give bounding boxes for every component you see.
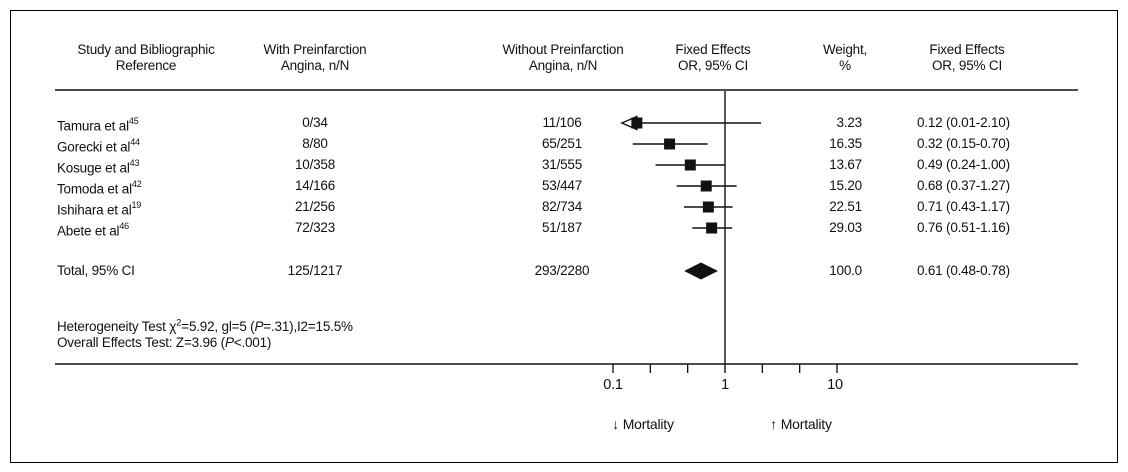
- axis-tick-label-0.1: 0.1: [603, 377, 623, 393]
- column-header-study-line1: Study and Bibliographic: [77, 42, 215, 57]
- footnote-text: Heterogeneity Test: [57, 319, 170, 334]
- column-header-weight-line1: Weight,: [822, 42, 868, 57]
- weight-value: 100.0: [829, 263, 862, 278]
- reference-superscript: 42: [131, 179, 142, 189]
- with-angina-value: 72/323: [294, 220, 336, 235]
- column-header-without-angina: Without Preinfarction Angina, n/N: [453, 42, 673, 74]
- footnote-text: =5.92, gl=5 (: [181, 319, 255, 334]
- or-ci-value: 0.68 (0.37-1.27): [917, 178, 1010, 193]
- without-angina-value: 51/187: [541, 220, 583, 235]
- column-header-study-line2: Reference: [115, 58, 177, 73]
- footnote-text: 2: [176, 317, 182, 329]
- weight-value: 29.03: [829, 220, 862, 235]
- or-ci-value: 0.61 (0.48-0.78): [917, 263, 1010, 278]
- without-angina-value: 31/555: [541, 157, 583, 172]
- column-header-study: Study and Bibliographic Reference: [36, 42, 256, 74]
- column-header-without-angina-line1: Without Preinfarction: [502, 42, 624, 57]
- heterogeneity-test-note: Heterogeneity Test χ2=5.92, gl=5 (P=.31)…: [57, 317, 353, 335]
- reference-superscript: 43: [129, 158, 140, 168]
- footnote-text: χ: [169, 319, 177, 334]
- reference-superscript: 46: [119, 221, 129, 231]
- overall-effects-test-note: Overall Effects Test: Z=3.96 (P<.001): [57, 335, 271, 351]
- study-label: Ishihara et al19: [57, 200, 142, 218]
- without-angina-value: 293/2280: [534, 263, 590, 278]
- figure-frame: [10, 10, 1118, 463]
- study-label: Tamura et al45: [57, 116, 139, 134]
- without-angina-value: 82/734: [541, 199, 583, 214]
- column-header-fixed-effects-text-line2: OR, 95% CI: [931, 58, 1003, 73]
- with-angina-value: 14/166: [294, 178, 336, 193]
- weight-value: 3.23: [836, 115, 863, 130]
- higher-mortality-label: ↑ Mortality: [770, 416, 832, 432]
- with-angina-value: 0/34: [302, 115, 328, 130]
- axis-tick-label-10: 10: [827, 377, 843, 393]
- column-header-with-angina: With Preinfarction Angina, n/N: [205, 42, 425, 74]
- or-ci-value: 0.12 (0.01-2.10): [917, 115, 1010, 130]
- without-angina-value: 11/106: [542, 115, 582, 130]
- with-angina-value: 125/1217: [287, 263, 343, 278]
- footnote-text: <.001): [233, 335, 272, 350]
- column-header-weight: Weight, %: [735, 42, 955, 74]
- or-ci-value: 0.32 (0.15-0.70): [917, 136, 1010, 151]
- or-ci-value: 0.71 (0.43-1.17): [917, 199, 1010, 214]
- footnote-text: Overall Effects Test: Z=3.96 (: [57, 335, 225, 350]
- with-angina-value: 8/80: [302, 136, 328, 151]
- weight-value: 22.51: [829, 199, 862, 214]
- study-label: Kosuge et al43: [57, 158, 140, 176]
- column-header-fixed-effects-text-line1: Fixed Effects: [929, 42, 1005, 57]
- column-header-fixed-effects-text: Fixed Effects OR, 95% CI: [857, 42, 1077, 74]
- with-angina-value: 10/358: [294, 157, 336, 172]
- without-angina-value: 65/251: [541, 136, 583, 151]
- footnote-text: P: [224, 335, 234, 350]
- column-header-fixed-effects-plot-line1: Fixed Effects: [675, 42, 751, 57]
- lower-mortality-label: ↓ Mortality: [612, 416, 674, 432]
- without-angina-value: 53/447: [541, 178, 583, 193]
- column-header-fixed-effects-plot-line2: OR, 95% CI: [677, 58, 749, 73]
- weight-value: 15.20: [829, 178, 862, 193]
- axis-tick-label-1: 1: [721, 377, 729, 393]
- total-row-label: Total, 95% CI: [57, 263, 135, 278]
- column-header-with-angina-line2: Angina, n/N: [280, 58, 350, 73]
- or-ci-value: 0.76 (0.51-1.16): [917, 220, 1010, 235]
- reference-superscript: 19: [131, 200, 142, 210]
- study-label: Abete et al46: [57, 221, 129, 239]
- column-header-with-angina-line1: With Preinfarction: [263, 42, 367, 57]
- or-ci-value: 0.49 (0.24-1.00): [917, 157, 1010, 172]
- weight-value: 13.67: [829, 157, 862, 172]
- study-label: Tomoda et al42: [57, 179, 142, 197]
- column-header-without-angina-line2: Angina, n/N: [528, 58, 598, 73]
- column-header-weight-line2: %: [839, 58, 851, 73]
- reference-superscript: 45: [128, 116, 139, 126]
- reference-superscript: 44: [130, 137, 140, 147]
- with-angina-value: 21/256: [294, 199, 336, 214]
- column-header-fixed-effects-plot: Fixed Effects OR, 95% CI: [603, 42, 823, 74]
- footnote-text: =.31),I2=15.5%: [263, 319, 353, 334]
- footnote-text: P: [254, 319, 264, 334]
- weight-value: 16.35: [829, 136, 862, 151]
- study-label: Gorecki et al44: [57, 137, 140, 155]
